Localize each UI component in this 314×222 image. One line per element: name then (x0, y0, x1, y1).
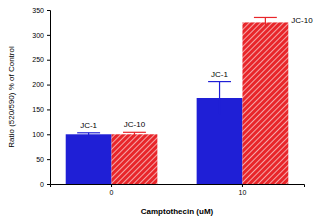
y-tick: 200 (32, 81, 50, 88)
series-label: JC-10 (124, 120, 146, 129)
x-axis: 0 10 (51, 184, 305, 196)
y-axis-line (47, 11, 51, 185)
y-tick: 300 (32, 32, 50, 39)
y-tick-label: 200 (32, 81, 44, 88)
y-tick: 150 (32, 106, 50, 113)
error-cap (77, 132, 100, 133)
y-tick-mark (47, 159, 50, 160)
series-label: JC-1 (80, 121, 97, 130)
error-cap (254, 17, 277, 18)
y-tick: 100 (32, 131, 50, 138)
x-tick-mark (111, 184, 112, 187)
x-tick: 0 (110, 184, 114, 196)
series-label: JC-1 (211, 70, 228, 79)
x-tick-label: 10 (239, 189, 247, 196)
bar-labels: JC-1 JC-1 JC-10 JC-10 (80, 16, 313, 129)
y-tick-label: 300 (32, 32, 44, 39)
y-tick: 250 (32, 56, 50, 63)
bar (112, 134, 158, 184)
error-bar (254, 17, 277, 27)
y-tick-mark (47, 184, 50, 185)
error-stem (265, 17, 266, 27)
error-cap (123, 132, 146, 133)
y-tick-mark (47, 109, 50, 110)
y-axis: 0 50 100 150 200 250 300 350 (32, 7, 50, 188)
chart: 050100150200250300350010JC-1JC-1JC-10JC-… (0, 0, 314, 222)
plot-area (66, 17, 289, 184)
y-tick-label: 0 (40, 181, 44, 188)
y-axis-title: Ratio (520/590) % of Control (7, 46, 16, 148)
bar (242, 22, 288, 184)
y-tick-mark (47, 134, 50, 135)
y-tick-label: 150 (32, 106, 44, 113)
x-axis-title: Camptothecin (uM) (141, 207, 214, 216)
y-tick-mark (47, 60, 50, 61)
y-tick-mark (47, 10, 50, 11)
y-tick: 50 (36, 156, 50, 163)
error-bar (77, 133, 100, 136)
y-tick-mark (47, 35, 50, 36)
x-tick-mark (242, 184, 243, 187)
bar (66, 134, 112, 184)
y-tick-mark (47, 85, 50, 86)
y-tick-label: 250 (32, 56, 44, 63)
x-axis-line (51, 185, 305, 188)
y-tick: 0 (40, 181, 50, 188)
y-tick: 350 (32, 7, 50, 14)
x-tick: 10 (239, 184, 247, 196)
error-bar (208, 82, 231, 115)
y-tick-label: 50 (36, 156, 44, 163)
series-label: JC-10 (291, 16, 313, 25)
error-cap (208, 81, 231, 82)
y-tick-label: 100 (32, 131, 44, 138)
y-tick-label: 350 (32, 7, 44, 14)
x-tick-label: 0 (110, 189, 114, 196)
error-bar (123, 132, 146, 136)
error-stem (219, 82, 220, 115)
